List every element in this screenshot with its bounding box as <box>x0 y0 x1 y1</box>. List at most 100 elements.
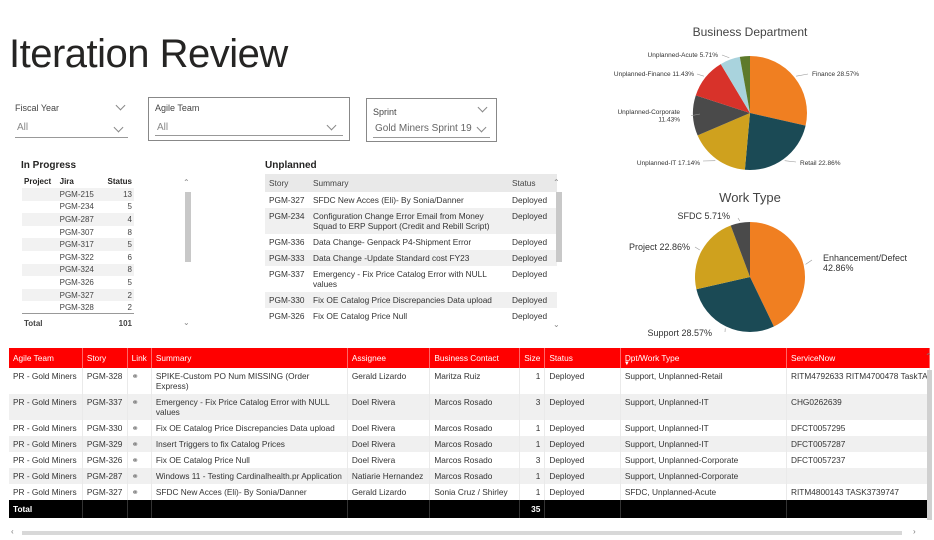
table-row[interactable]: PGM-324 8 <box>22 263 134 277</box>
status-cell: Deployed <box>544 484 621 500</box>
table-row[interactable]: PR - Gold Miners PGM-328 ⚭ SPIKE-Custom … <box>9 368 931 394</box>
table-row[interactable]: PGM-287 4 <box>22 213 134 226</box>
table-row[interactable]: PGM-326 Fix OE Catalog Price Null Deployed <box>265 308 557 324</box>
table-row[interactable]: PR - Gold Miners PGM-337 ⚭ Emergency - F… <box>9 394 931 420</box>
table-row[interactable]: PGM-328 2 <box>22 301 134 314</box>
table-row[interactable]: PGM-327 SFDC New Acces (Eli)- By Sonia/Da… <box>265 192 557 208</box>
scroll-up-icon[interactable]: ⌃ <box>553 178 560 187</box>
column-header[interactable]: Project <box>24 177 52 186</box>
unplanned-scrollbar[interactable] <box>556 192 562 262</box>
sort-desc-icon[interactable]: ▼ <box>623 361 630 367</box>
column-header[interactable]: Size <box>519 348 546 368</box>
column-header[interactable]: Summary <box>309 174 508 192</box>
pie-slice[interactable] <box>693 95 750 136</box>
slice-label: 42.86% <box>823 263 854 273</box>
leader-line <box>805 259 813 265</box>
link-icon[interactable]: ⚭ <box>127 484 152 500</box>
link-icon[interactable]: ⚭ <box>127 394 152 420</box>
link-icon[interactable]: ⚭ <box>127 368 152 394</box>
link-icon[interactable]: ⚭ <box>127 452 152 468</box>
chevron-down-icon[interactable] <box>115 100 126 111</box>
sprint-slicer[interactable]: Sprint Gold Miners Sprint 19 <box>366 98 497 142</box>
table-row[interactable]: PGM-336 Data Change- Genpack P4-Shipment … <box>265 234 557 250</box>
pie-slice[interactable] <box>720 56 750 113</box>
horizontal-scrollbar[interactable] <box>22 531 902 535</box>
story-cell: PGM-287 <box>82 468 128 484</box>
scroll-down-icon[interactable]: ⌄ <box>183 318 190 327</box>
table-row[interactable]: PGM-215 13 <box>22 188 134 201</box>
slice-label: Unplanned-Finance 11.43% <box>614 71 694 78</box>
table-row[interactable]: PGM-330 Fix OE Catalog Price Discrepancie… <box>265 292 557 308</box>
pie-slice[interactable] <box>696 277 774 332</box>
table-row[interactable]: PGM-337 Emergency - Fix Price Catalog Err… <box>265 266 557 292</box>
pie-slice[interactable] <box>744 113 806 170</box>
table-row[interactable]: PR - Gold Miners PGM-330 ⚭ Fix OE Catalo… <box>9 420 931 436</box>
table-row[interactable]: PGM-333 Data Change -Update Standard cost… <box>265 250 557 266</box>
contact-cell: Marcos Rosado <box>429 452 521 468</box>
table-row[interactable]: PR - Gold Miners PGM-326 ⚭ Fix OE Catalo… <box>9 452 931 468</box>
story-cell: PGM-330 <box>265 292 309 308</box>
chevron-down-icon[interactable] <box>113 122 124 133</box>
pie-slice[interactable] <box>697 113 750 170</box>
scroll-left-icon[interactable]: ‹ <box>11 527 14 536</box>
table-row[interactable]: PGM-307 8 <box>22 226 134 239</box>
column-header[interactable]: Status <box>508 174 557 192</box>
status-cell: Deployed <box>508 208 557 234</box>
size-cell: 1 <box>519 468 546 484</box>
pie-slice[interactable] <box>695 64 750 113</box>
in-progress-scrollbar[interactable] <box>185 192 191 262</box>
slicer-underline <box>15 137 128 138</box>
link-icon[interactable]: ⚭ <box>127 436 152 452</box>
in-progress-title: In Progress <box>21 160 77 171</box>
column-header[interactable]: Status <box>544 348 621 368</box>
pie-slice[interactable] <box>695 225 750 290</box>
scroll-right-icon[interactable]: › <box>913 527 916 536</box>
column-header[interactable]: ▼ Dpt/Work Type <box>620 348 787 368</box>
fiscal-year-slicer[interactable]: Fiscal Year All <box>9 98 132 140</box>
agile-team-slicer[interactable]: Agile Team All <box>148 97 350 141</box>
column-header[interactable]: Business Contact <box>429 348 521 368</box>
column-header[interactable]: Story <box>265 174 309 192</box>
team-cell: PR - Gold Miners <box>9 452 83 468</box>
link-icon[interactable]: ⚭ <box>127 420 152 436</box>
table-row[interactable]: PGM-322 6 <box>22 251 134 264</box>
column-header[interactable]: Agile Team <box>9 348 83 368</box>
servicenow-cell: DFCT0057287 <box>786 436 931 452</box>
table-row[interactable]: PR - Gold Miners PGM-329 ⚭ Insert Trigge… <box>9 436 931 452</box>
chevron-down-icon[interactable] <box>326 120 337 131</box>
pie-slice[interactable] <box>750 222 805 327</box>
column-header[interactable]: Assignee <box>347 348 431 368</box>
chevron-down-icon[interactable] <box>477 102 488 113</box>
scroll-up-icon[interactable]: ⌃ <box>925 352 932 361</box>
column-header[interactable]: Status <box>107 177 132 186</box>
scroll-up-icon[interactable]: ⌃ <box>183 178 190 187</box>
column-header[interactable]: Jira <box>59 177 74 186</box>
dpt-cell: Support, Unplanned-Corporate <box>620 468 787 484</box>
pie-slice[interactable] <box>739 56 750 113</box>
vertical-scrollbar[interactable] <box>927 370 932 520</box>
jira-cell: PGM-234 <box>59 202 94 212</box>
table-row[interactable]: PGM-317 5 <box>22 238 134 251</box>
table-row[interactable]: PGM-327 2 <box>22 288 134 302</box>
pie-slice[interactable] <box>730 222 750 277</box>
status-cell: 5 <box>127 202 132 212</box>
pie-slice[interactable] <box>750 56 807 126</box>
page-title: Iteration Review <box>9 32 288 76</box>
table-row[interactable]: PGM-234 Configuration Change Error Email … <box>265 208 557 234</box>
summary-cell: SPIKE-Custom PO Num MISSING (Order Expre… <box>151 368 348 394</box>
chevron-down-icon[interactable] <box>476 122 487 133</box>
column-header[interactable]: Link <box>127 348 152 368</box>
status-cell: Deployed <box>544 436 621 452</box>
table-row[interactable]: PR - Gold Miners PGM-287 ⚭ Windows 11 - … <box>9 468 931 484</box>
column-header[interactable]: Story <box>82 348 128 368</box>
agile-team-value: All <box>157 122 169 133</box>
link-icon[interactable]: ⚭ <box>127 468 152 484</box>
table-row[interactable]: PGM-326 5 <box>22 276 134 289</box>
column-header[interactable]: ServiceNow <box>786 348 931 368</box>
table-row[interactable]: PGM-234 5 <box>22 201 134 214</box>
scroll-down-icon[interactable]: ⌄ <box>553 320 560 329</box>
assignee-cell: Doel Rivera <box>347 420 431 436</box>
column-header[interactable]: Summary <box>151 348 348 368</box>
team-cell: PR - Gold Miners <box>9 468 83 484</box>
table-row[interactable]: PR - Gold Miners PGM-327 ⚭ SFDC New Acce… <box>9 484 931 500</box>
